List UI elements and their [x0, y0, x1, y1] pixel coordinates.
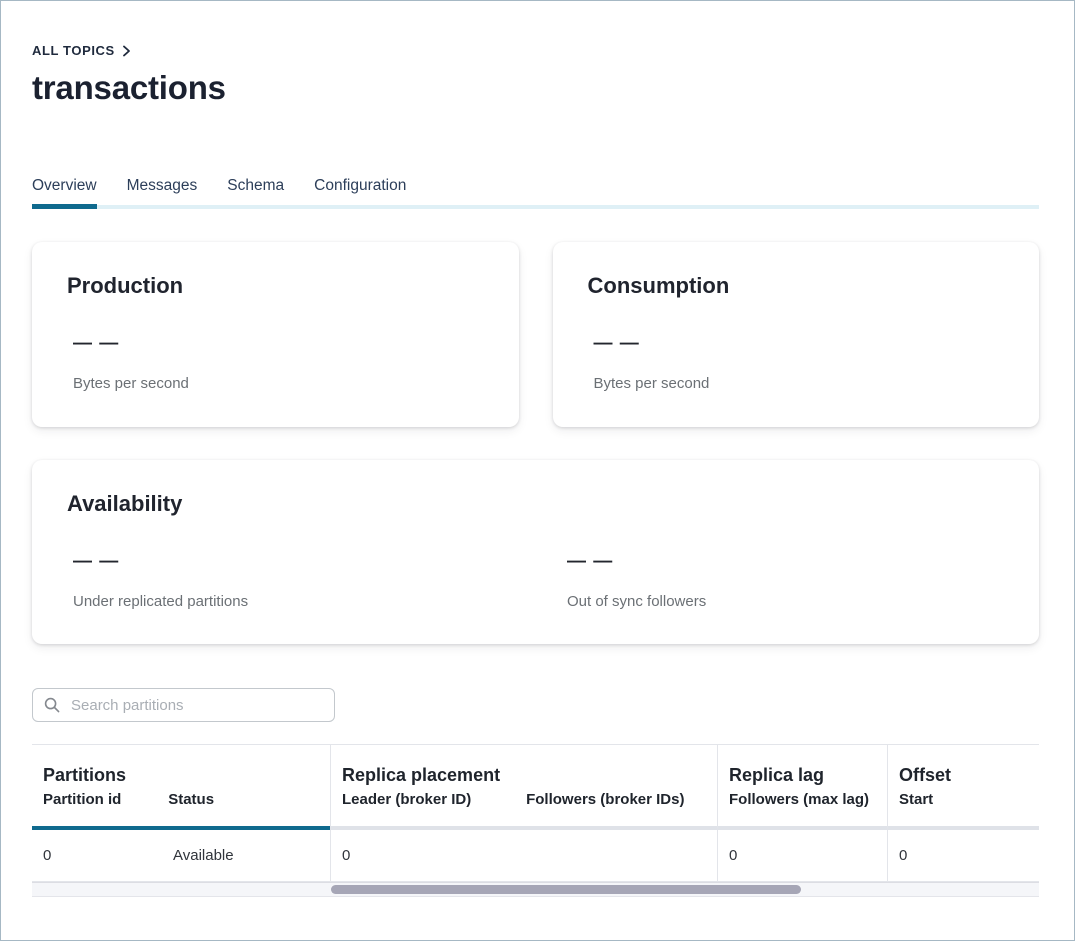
cell-followers-max-lag: 0 — [717, 830, 887, 881]
group-title-offset: Offset — [899, 765, 952, 785]
search-partitions-container — [32, 688, 335, 722]
column-header-status: Status — [168, 791, 215, 808]
breadcrumb-all-topics-link[interactable]: ALL TOPICS — [32, 43, 115, 58]
column-header-partition-id: Partition id — [43, 791, 122, 808]
column-header-followers-max-lag: Followers (max lag) — [729, 791, 870, 808]
header-group-replica-placement: Replica placement Leader (broker ID) Fol… — [330, 745, 717, 830]
out-of-sync-value: — — — [567, 551, 614, 572]
availability-card: Availability — — Under replicated partit… — [32, 460, 1039, 644]
column-header-leader: Leader (broker ID) — [342, 791, 472, 808]
tab-overview[interactable]: Overview — [32, 177, 97, 209]
cell-offset-start: 0 — [887, 830, 1039, 881]
cell-partition-id: 0 — [43, 847, 52, 864]
cell-leader: 0 — [330, 830, 520, 881]
partitions-table: Partitions Partition id Status Replica p… — [32, 744, 1039, 897]
header-group-replica-lag: Replica lag Followers (max lag) — [717, 745, 887, 830]
header-group-partitions: Partitions Partition id Status — [32, 745, 330, 830]
availability-card-title: Availability — [67, 491, 183, 516]
out-of-sync-label: Out of sync followers — [567, 593, 707, 610]
page-title: transactions — [32, 69, 226, 106]
group-title-replica-lag: Replica lag — [729, 765, 825, 785]
search-partitions-input[interactable] — [32, 688, 335, 722]
cell-status: Available — [173, 847, 234, 864]
horizontal-scrollbar-thumb[interactable] — [331, 885, 801, 894]
horizontal-scrollbar-track[interactable] — [32, 882, 1039, 897]
table-row: 0 Available 0 0 0 — [32, 830, 1039, 882]
header-group-offset: Offset Start — [887, 745, 1039, 830]
consumption-card: Consumption — — Bytes per second — [552, 242, 1039, 427]
tabbar: Overview Messages Schema Configuration — [32, 177, 1039, 209]
production-metric-value: — — — [73, 333, 120, 354]
breadcrumb[interactable]: ALL TOPICS — [32, 43, 131, 58]
group-title-partitions: Partitions — [43, 765, 127, 785]
production-card: Production — — Bytes per second — [32, 242, 519, 427]
under-replicated-value: — — — [73, 551, 120, 572]
partitions-table-header: Partitions Partition id Status Replica p… — [32, 745, 1039, 830]
consumption-metric-value: — — — [593, 333, 640, 354]
production-metric-label: Bytes per second — [73, 375, 189, 392]
tab-schema[interactable]: Schema — [227, 177, 285, 194]
tab-configuration[interactable]: Configuration — [314, 177, 407, 194]
column-header-start: Start — [899, 791, 934, 808]
consumption-card-title: Consumption — [587, 273, 730, 298]
consumption-metric-label: Bytes per second — [593, 375, 710, 392]
column-header-followers: Followers (broker IDs) — [526, 791, 685, 808]
production-card-title: Production — [67, 273, 184, 298]
tab-messages[interactable]: Messages — [126, 177, 198, 194]
group-title-replica-placement: Replica placement — [342, 765, 501, 785]
cell-followers — [520, 830, 717, 881]
under-replicated-label: Under replicated partitions — [73, 593, 249, 610]
chevron-right-icon — [122, 45, 131, 57]
